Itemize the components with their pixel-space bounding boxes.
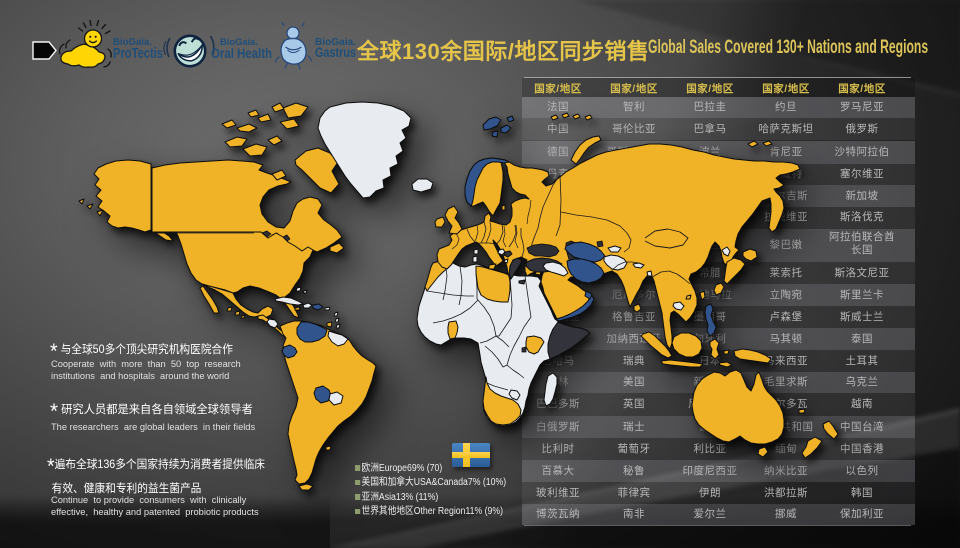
svg-text:Gastrus: Gastrus [315,44,356,60]
svg-text:BioGaia.: BioGaia. [315,36,356,48]
svg-text:BioGaia.: BioGaia. [113,36,152,48]
svg-text:Oral Health: Oral Health [211,46,272,61]
svg-text:ProTectis: ProTectis [113,45,163,62]
svg-text:BioGaia.: BioGaia. [220,37,258,48]
